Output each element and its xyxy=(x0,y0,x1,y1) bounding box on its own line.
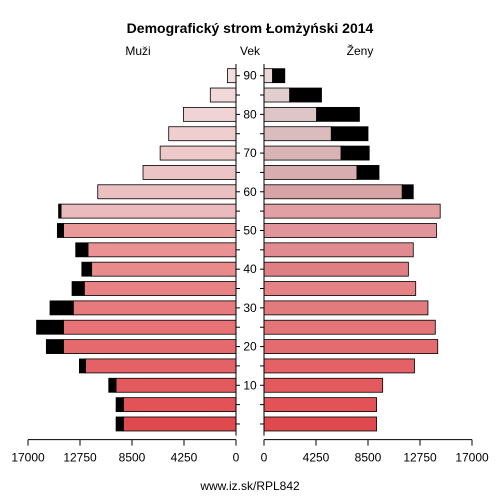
female-x-tick-label: 17000 xyxy=(455,451,489,465)
male-excess-bar-5-9 xyxy=(115,397,124,413)
male-bar-70-74 xyxy=(159,145,237,161)
female-bar-70-74 xyxy=(263,145,342,161)
male-bar-35-39 xyxy=(83,281,237,296)
female-x-tick-label: 4250 xyxy=(303,451,330,465)
female-bar-35-39 xyxy=(263,281,417,296)
axes-group: 10 20 30 40 50 60 70 80 90 17000 12750 8500 4250 0 0 42… xyxy=(11,64,489,465)
male-excess-bar-50-54 xyxy=(56,223,64,238)
female-excess-bar-60-64 xyxy=(401,184,414,200)
male-bar-85-89 xyxy=(209,87,237,103)
female-x-tick-label: 0 xyxy=(261,451,268,465)
age-tick-label: 10 xyxy=(243,378,257,392)
male-excess-bar-30-34 xyxy=(49,300,74,316)
age-tick-label: 50 xyxy=(243,223,257,237)
female-bar-85-89 xyxy=(263,87,291,103)
female-excess-bar-65-69 xyxy=(356,165,380,180)
female-bar-75-79 xyxy=(263,126,332,142)
male-bar-10-14 xyxy=(115,377,237,393)
female-bar-80-84 xyxy=(263,106,318,122)
female-bar-45-49 xyxy=(263,242,414,258)
female-bar-60-64 xyxy=(263,184,403,200)
female-excess-bar-70-74 xyxy=(340,145,370,161)
male-bar-40-44 xyxy=(91,261,237,277)
age-tick-label: 20 xyxy=(243,340,257,354)
female-bar-40-44 xyxy=(263,261,409,277)
male-bar-5-9 xyxy=(123,397,237,413)
male-excess-bar-35-39 xyxy=(71,281,85,296)
male-bar-15-19 xyxy=(85,358,237,374)
female-bar-65-69 xyxy=(263,165,358,180)
male-x-tick-label: 8500 xyxy=(119,451,146,465)
male-bar-20-24 xyxy=(63,339,237,354)
source-label: www.iz.sk/RPL842 xyxy=(199,479,300,493)
male-excess-bar-25-29 xyxy=(36,319,64,335)
male-excess-bar-55-59 xyxy=(58,203,62,219)
female-bar-15-19 xyxy=(263,358,415,374)
age-tick-label: 70 xyxy=(243,146,257,160)
female-bar-0-4 xyxy=(263,416,377,432)
female-bar-25-29 xyxy=(263,319,436,335)
male-excess-bar-40-44 xyxy=(81,261,93,277)
age-tick-label: 60 xyxy=(243,185,257,199)
age-axis-label: Vek xyxy=(240,44,261,58)
male-label: Muži xyxy=(125,44,150,58)
female-bar-20-24 xyxy=(263,339,439,354)
female-excess-bar-80-84 xyxy=(316,106,360,122)
female-bar-50-54 xyxy=(263,223,437,238)
female-bar-10-14 xyxy=(263,377,384,393)
female-excess-bar-85-89 xyxy=(289,87,322,103)
male-excess-bar-45-49 xyxy=(75,242,89,258)
female-x-tick-label: 12750 xyxy=(403,451,437,465)
age-tick-label: 90 xyxy=(243,69,257,83)
male-bar-0-4 xyxy=(123,416,237,432)
male-excess-bar-0-4 xyxy=(115,416,124,432)
female-label: Ženy xyxy=(347,43,374,58)
male-bar-60-64 xyxy=(97,184,237,200)
male-x-tick-label: 0 xyxy=(233,451,240,465)
male-bar-90+ xyxy=(227,68,237,84)
male-bar-75-79 xyxy=(168,126,237,142)
male-x-tick-label: 4250 xyxy=(171,451,198,465)
male-excess-bar-10-14 xyxy=(108,377,117,393)
male-bar-50-54 xyxy=(63,223,237,238)
male-bar-65-69 xyxy=(142,165,237,180)
male-bar-25-29 xyxy=(63,319,237,335)
female-bar-55-59 xyxy=(263,203,441,219)
female-bar-90+ xyxy=(263,68,273,84)
male-excess-bar-15-19 xyxy=(78,358,86,374)
male-x-tick-label: 17000 xyxy=(11,451,45,465)
chart-title: Demografický strom Łomżyński 2014 xyxy=(127,20,374,36)
male-x-tick-label: 12750 xyxy=(63,451,97,465)
male-bar-55-59 xyxy=(60,203,237,219)
age-tick-label: 80 xyxy=(243,107,257,121)
bars-group xyxy=(36,68,441,432)
male-bar-30-34 xyxy=(72,300,237,316)
age-tick-label: 30 xyxy=(243,301,257,315)
female-excess-bar-90+ xyxy=(272,68,286,84)
male-bar-45-49 xyxy=(87,242,237,258)
female-excess-bar-75-79 xyxy=(330,126,369,142)
female-bar-30-34 xyxy=(263,300,429,316)
male-excess-bar-20-24 xyxy=(45,339,64,354)
male-bar-80-84 xyxy=(182,106,237,122)
age-tick-label: 40 xyxy=(243,262,257,276)
female-bar-5-9 xyxy=(263,397,377,413)
female-x-tick-label: 8500 xyxy=(355,451,382,465)
